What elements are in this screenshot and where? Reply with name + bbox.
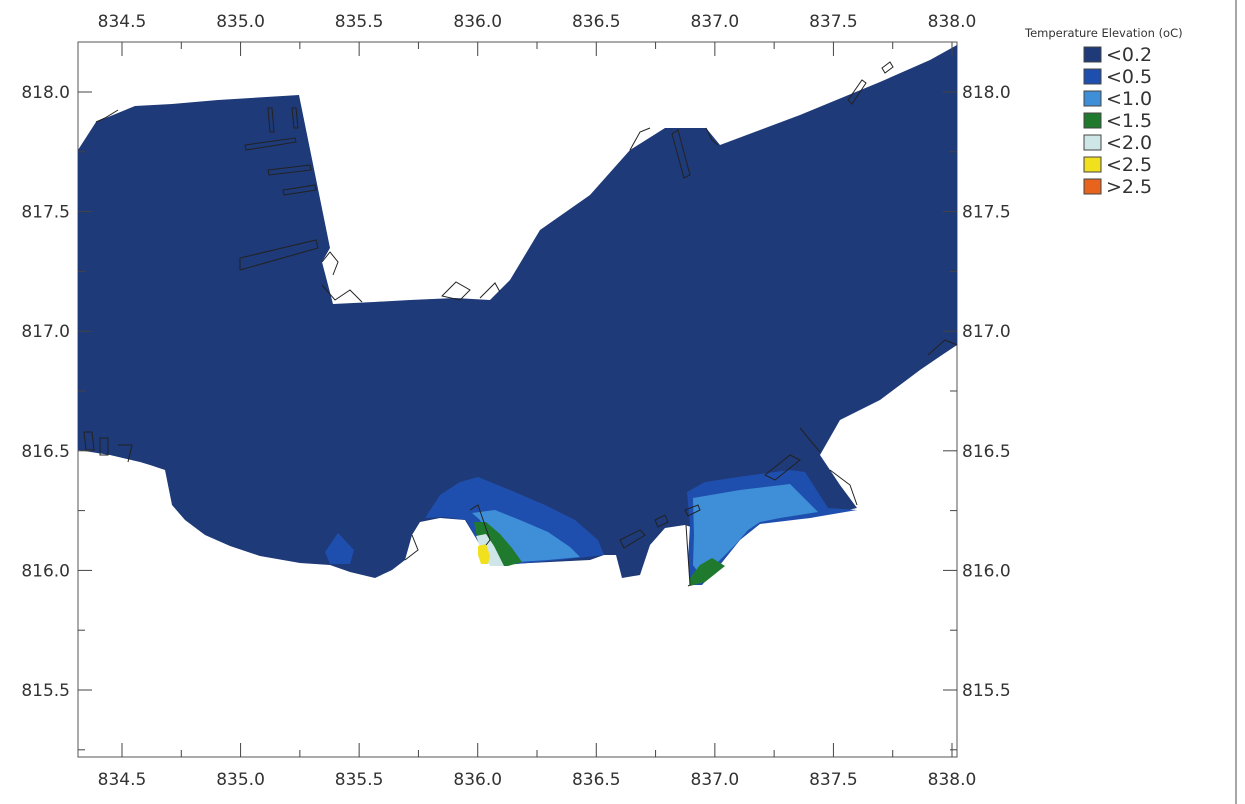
zone-below-0.2 [78,45,957,578]
y-tick-label-left: 816.5 [21,442,70,462]
y-tick-label-right: 815.5 [962,681,1011,701]
legend-title: Temperature Elevation (oC) [1024,26,1183,40]
y-tick-label-left: 818.0 [21,83,70,103]
coastline-outline [83,61,958,587]
legend-label: <0.5 [1106,66,1152,88]
legend-label: <0.2 [1106,44,1152,66]
y-tick-labels-right: 818.0 817.5 817.0 816.5 816.0 815.5 [962,83,1011,701]
legend-swatch [1083,134,1102,151]
legend-swatch [1083,90,1102,107]
legend-label: >2.5 [1106,176,1152,198]
zone-below-1.5-east [690,558,725,586]
legend-swatch [1083,46,1102,63]
y-tick-label-left: 815.5 [21,681,70,701]
x-tick-label-top: 836.0 [453,12,502,32]
x-tick-label-top: 837.5 [809,12,858,32]
x-tick-label-bottom: 836.0 [453,770,502,790]
y-tick-labels-left: 818.0 817.5 817.0 816.5 816.0 815.5 [21,83,70,701]
legend: Temperature Elevation (oC) <0.2<0.5<1.0<… [1024,26,1183,198]
legend-label: <2.5 [1106,154,1152,176]
legend-swatch [1083,178,1102,195]
y-tick-label-right: 816.0 [962,561,1011,581]
y-tick-label-left: 817.0 [21,322,70,342]
y-tick-label-right: 816.5 [962,442,1011,462]
zone-below-1.0-east [693,484,818,575]
x-tick-label-bottom: 838.0 [928,770,977,790]
x-tick-labels-top: 834.5 835.0 835.5 836.0 836.5 837.0 837.5 838.0 [98,12,977,32]
x-tick-label-top: 834.5 [98,12,147,32]
x-tick-label-top: 837.0 [691,12,740,32]
map-area [78,45,958,587]
x-tick-label-bottom: 837.5 [809,770,858,790]
legend-swatch [1083,68,1102,85]
x-tick-label-bottom: 835.0 [216,770,265,790]
legend-label: <2.0 [1106,132,1152,154]
axis-ticks [78,42,957,757]
y-tick-label-left: 816.0 [21,561,70,581]
x-tick-label-top: 838.0 [928,12,977,32]
x-tick-label-top: 835.0 [216,12,265,32]
legend-label: <1.0 [1106,88,1152,110]
x-tick-label-top: 835.5 [335,12,384,32]
y-tick-label-right: 817.0 [962,322,1011,342]
x-tick-labels-bottom: 834.5 835.0 835.5 836.0 836.5 837.0 837.5 838.0 [98,770,977,790]
y-tick-label-right: 818.0 [962,83,1011,103]
legend-label: <1.5 [1106,110,1152,132]
x-tick-label-bottom: 837.0 [691,770,740,790]
zone-below-2.0 [476,534,504,566]
legend-swatch [1083,112,1102,129]
legend-swatch [1083,156,1102,173]
y-tick-label-right: 817.5 [962,203,1011,223]
x-tick-label-top: 836.5 [572,12,621,32]
x-tick-label-bottom: 834.5 [98,770,147,790]
x-tick-label-bottom: 835.5 [335,770,384,790]
zone-below-2.5 [478,544,490,564]
zone-below-0.5-west [325,533,354,564]
x-tick-label-bottom: 836.5 [572,770,621,790]
y-tick-label-left: 817.5 [21,203,70,223]
